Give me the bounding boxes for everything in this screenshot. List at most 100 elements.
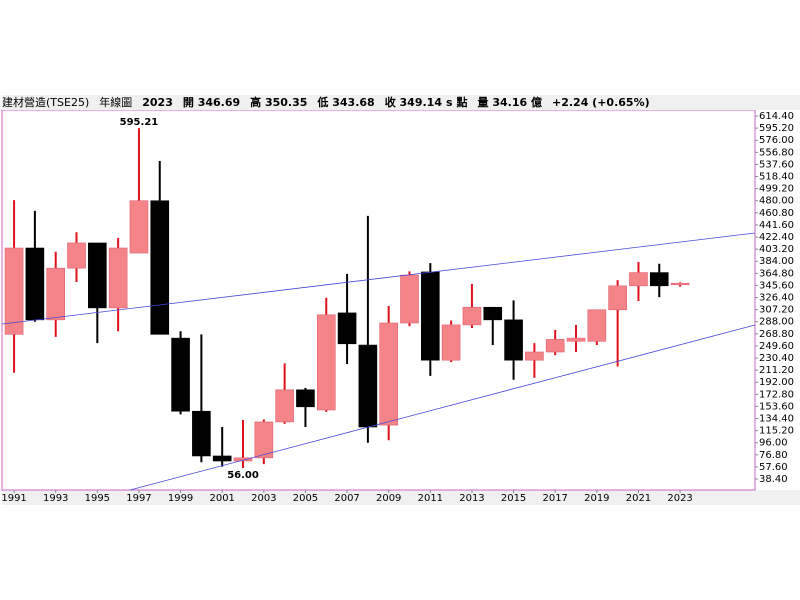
x-tick-label: 2021 <box>626 493 651 504</box>
candle-body <box>88 242 107 309</box>
y-tick-label: 422.40 <box>759 232 794 243</box>
y-tick-label: 537.60 <box>759 159 794 170</box>
candle-body <box>525 351 544 361</box>
candle-body <box>254 421 274 459</box>
y-tick-label: 441.60 <box>759 220 794 231</box>
candle-body <box>337 312 357 345</box>
y-tick-label: 288.00 <box>759 317 794 328</box>
y-tick-label: 57.60 <box>759 462 788 473</box>
x-tick-label: 2011 <box>418 493 443 504</box>
candle-body <box>566 337 586 342</box>
candle-body <box>358 344 378 428</box>
x-tick-label: 1991 <box>1 493 26 504</box>
candle-body <box>4 247 24 335</box>
x-tick-label: 2009 <box>376 493 401 504</box>
y-tick-label: 480.00 <box>759 196 794 207</box>
y-tick-label: 38.40 <box>759 474 788 485</box>
candle-body <box>233 457 253 462</box>
candle-body <box>192 410 211 457</box>
y-tick-label: 211.20 <box>759 365 794 376</box>
candle-body <box>275 389 294 423</box>
x-tick-label: 2003 <box>251 493 276 504</box>
candle-body <box>108 247 128 309</box>
candle-body <box>608 285 627 311</box>
candle-body <box>129 200 149 254</box>
x-tick-label: 2007 <box>334 493 359 504</box>
low: 低 343.68 <box>317 96 375 109</box>
candle-body <box>400 274 419 324</box>
y-tick-label: 384.00 <box>759 256 794 267</box>
header: 建材營造(TSE25) 年線圖 2023 開 346.69 高 350.35 低… <box>2 95 800 110</box>
y-tick-label: 134.40 <box>759 414 794 425</box>
y-tick-label: 345.60 <box>759 280 794 291</box>
y-tick-label: 460.80 <box>759 208 794 219</box>
plot-area <box>1 109 756 491</box>
y-tick-label: 403.20 <box>759 244 794 255</box>
candle-body <box>629 272 648 287</box>
y-tick-label: 172.80 <box>759 389 794 400</box>
y-tick-label: 614.40 <box>759 111 794 122</box>
candle-body <box>587 309 607 342</box>
candle-body <box>296 389 315 408</box>
high: 高 350.35 <box>250 96 308 109</box>
candle-body <box>46 267 65 321</box>
x-axis-band <box>2 490 800 505</box>
y-tick-label: 192.00 <box>759 377 794 388</box>
y-tick-label: 230.40 <box>759 353 794 364</box>
x-tick-label: 2019 <box>584 493 609 504</box>
flag: s <box>445 96 453 109</box>
x-tick-label: 1993 <box>43 493 68 504</box>
y-tick-label: 268.80 <box>759 329 794 340</box>
x-tick-label: 2023 <box>667 493 692 504</box>
candle-body <box>462 306 482 326</box>
index-name: 建材營造(TSE25) <box>2 96 90 109</box>
y-tick-label: 249.60 <box>759 341 794 352</box>
x-tick-label: 2005 <box>293 493 318 504</box>
candle-body <box>670 282 690 286</box>
candle-body <box>67 242 86 269</box>
candle-body <box>421 271 440 361</box>
open: 開 346.69 <box>182 96 241 109</box>
x-tick-label: 1999 <box>168 493 193 504</box>
period: 年線圖 <box>99 96 133 109</box>
year: 2023 <box>142 96 173 109</box>
trend-line <box>1 232 756 325</box>
annotation: 56.00 <box>227 470 259 481</box>
y-tick-label: 364.80 <box>759 268 794 279</box>
plot <box>4 128 690 468</box>
change: +2.24 (+0.65%) <box>552 96 650 109</box>
unit: 點 <box>456 96 468 109</box>
candle-body <box>649 272 669 287</box>
y-tick-label: 576.00 <box>759 135 794 146</box>
y-tick-label: 76.80 <box>759 450 788 461</box>
y-tick-label: 556.80 <box>759 147 794 158</box>
y-tick-label: 153.60 <box>759 401 794 412</box>
x-tick-label: 1997 <box>126 493 151 504</box>
x-tick-label: 2013 <box>459 493 484 504</box>
y-tick-label: 96.00 <box>759 438 788 449</box>
annotation: 595.21 <box>120 117 159 128</box>
candle-body <box>483 306 503 321</box>
y-tick-label: 499.20 <box>759 184 794 195</box>
y-tick-label: 307.20 <box>759 305 794 316</box>
candle-body <box>25 247 45 321</box>
y-tick-label: 595.20 <box>759 123 794 134</box>
close: 收 349.14 <box>384 96 442 109</box>
volume: 量 34.16 億 <box>477 96 542 109</box>
y-tick-label: 518.40 <box>759 172 794 183</box>
candle-body <box>545 339 565 353</box>
candle-body <box>171 337 190 412</box>
x-tick-label: 1995 <box>85 493 110 504</box>
candle-body <box>504 319 523 361</box>
candle-body <box>379 322 398 426</box>
y-tick-label: 326.40 <box>759 293 794 304</box>
x-tick-label: 2017 <box>542 493 567 504</box>
y-tick-label: 115.20 <box>759 426 794 437</box>
trend-line <box>129 324 756 491</box>
candle-body <box>441 324 461 361</box>
x-tick-label: 2015 <box>501 493 526 504</box>
candle-body <box>212 455 232 462</box>
candle-body <box>150 200 170 335</box>
